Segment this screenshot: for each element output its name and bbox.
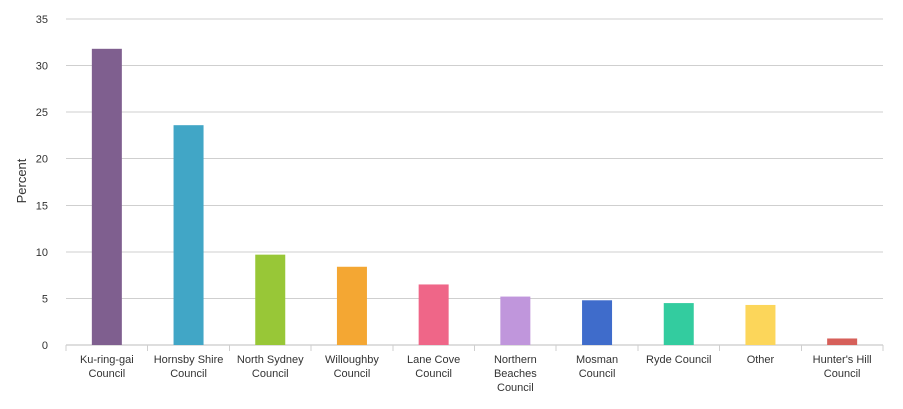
- y-axis-tick-labels: 0 5 10 15 20 25 30 35: [36, 14, 48, 352]
- x-tick-label: Hornsby Shire Council: [154, 354, 224, 380]
- bar: [745, 304, 776, 345]
- x-tick-label: Lane Cove Council: [407, 354, 460, 380]
- x-tick-label: Mosman Council: [576, 354, 618, 380]
- bar: [255, 254, 286, 345]
- y-tick-label: 10: [36, 247, 48, 259]
- bar: [827, 338, 858, 345]
- x-tick-label: Other: [747, 354, 775, 366]
- y-axis-label: Percent: [14, 158, 29, 203]
- x-tick-label: North Sydney Council: [237, 354, 304, 380]
- bar: [91, 48, 122, 345]
- bar: [418, 284, 449, 345]
- bar: [173, 125, 204, 345]
- y-tick-label: 30: [36, 61, 48, 73]
- bar: [336, 266, 367, 345]
- x-tick-label: Northern Beaches Council: [494, 354, 537, 394]
- y-tick-label: 15: [36, 200, 48, 212]
- x-tick-label: Ryde Council: [646, 354, 711, 366]
- bar: [663, 303, 694, 345]
- bar: [582, 300, 613, 345]
- x-tick-label: Ku-ring-gai Council: [80, 354, 134, 380]
- y-tick-label: 25: [36, 107, 48, 119]
- x-axis-tick-labels: Ku-ring-gai Council Hornsby Shire Council No…: [65, 345, 884, 394]
- y-tick-label: 5: [42, 293, 48, 305]
- y-tick-label: 0: [42, 340, 48, 352]
- bars: [91, 48, 858, 345]
- y-tick-label: 20: [36, 154, 48, 166]
- x-tick-label: Hunter's Hill Council: [813, 354, 872, 380]
- x-tick-label: Willoughby Council: [325, 354, 379, 380]
- y-tick-label: 35: [36, 14, 48, 26]
- bar: [500, 296, 531, 345]
